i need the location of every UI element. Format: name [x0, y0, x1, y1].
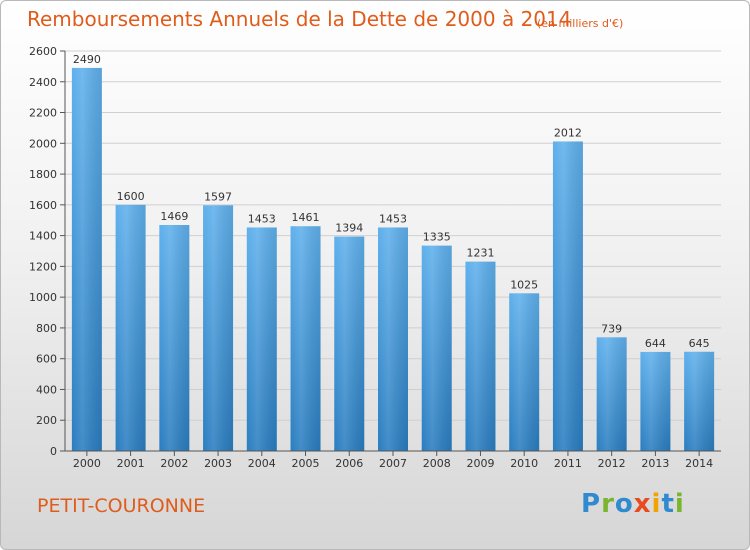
bars	[71, 67, 715, 451]
data-label: 1335	[423, 231, 451, 244]
data-label: 1453	[379, 212, 407, 225]
x-tick-label: 2006	[335, 457, 363, 470]
y-tick-label: 2600	[29, 45, 57, 58]
data-label: 739	[601, 322, 622, 335]
x-tick-label: 2008	[423, 457, 451, 470]
y-tick-label: 1400	[29, 230, 57, 243]
logo-letter: r	[601, 489, 615, 519]
chart-title: Remboursements Annuels de la Dette de 20…	[27, 7, 572, 31]
y-tick-label: 200	[36, 414, 57, 427]
data-label: 2012	[554, 126, 582, 139]
bar-shine	[465, 261, 496, 451]
data-label: 2490	[73, 53, 101, 66]
y-tick-label: 800	[36, 322, 57, 335]
data-label: 1394	[335, 222, 363, 235]
data-label: 645	[689, 337, 710, 350]
y-tick-label: 2200	[29, 107, 57, 120]
logo-letter: i	[651, 489, 662, 519]
x-tick-label: 2002	[160, 457, 188, 470]
bar-shine	[596, 337, 627, 451]
y-tick-label: 1600	[29, 199, 57, 212]
data-label: 1461	[292, 211, 320, 224]
bar-shine	[159, 225, 190, 451]
x-tick-label: 2007	[379, 457, 407, 470]
x-tick-label: 2013	[641, 457, 669, 470]
bar-shine	[203, 205, 234, 451]
x-tick-label: 2005	[292, 457, 320, 470]
y-tick-label: 600	[36, 353, 57, 366]
bar-shine	[334, 236, 365, 451]
data-label: 644	[645, 337, 666, 350]
chart-subtitle: (en milliers d'€)	[537, 17, 624, 30]
x-tick-label: 2012	[598, 457, 626, 470]
x-tick-label: 2011	[554, 457, 582, 470]
logo-letter: i	[674, 489, 685, 519]
bar-shine	[115, 204, 146, 451]
commune-name: PETIT-COURONNE	[37, 495, 206, 517]
x-tick-label: 2003	[204, 457, 232, 470]
y-tick-label: 2400	[29, 76, 57, 89]
bar-shine	[421, 245, 452, 451]
y-tick-label: 1000	[29, 291, 57, 304]
bar-shine	[71, 67, 102, 451]
x-tick-label: 2004	[248, 457, 276, 470]
bar-shine	[290, 226, 321, 451]
x-tick-label: 2014	[685, 457, 713, 470]
y-tick-label: 400	[36, 383, 57, 396]
bar-shine	[378, 227, 408, 451]
x-axis-ticks: 2000 2001 2002 2003 2004 2005 2006 2007 2008 2009…	[73, 451, 713, 470]
data-label: 1597	[204, 190, 232, 203]
data-labels: 2490 1600 1469 1597 1453 1461 1394 1453 1335 1231…	[73, 53, 710, 350]
bar-shine	[246, 227, 277, 451]
x-tick-label: 2000	[73, 457, 101, 470]
x-tick-label: 2001	[117, 457, 145, 470]
logo-letter: o	[614, 489, 634, 519]
data-label: 1469	[160, 210, 188, 223]
x-tick-label: 2009	[466, 457, 494, 470]
y-tick-label: 1800	[29, 168, 57, 181]
x-tick-label: 2010	[510, 457, 538, 470]
data-label: 1025	[510, 278, 538, 291]
bar-shine	[640, 351, 671, 451]
y-tick-label: 0	[50, 445, 57, 458]
proxiti-logo: Proxiti	[581, 489, 685, 519]
bar-shine	[552, 141, 583, 451]
y-axis-ticks: 0 200 400 600 800 1000 1200 1400 1600 1800 2000 220…	[29, 45, 65, 458]
data-label: 1453	[248, 212, 276, 225]
logo-letter: x	[633, 489, 652, 519]
data-label: 1600	[117, 190, 145, 203]
logo-letter: t	[661, 489, 675, 519]
data-label: 1231	[466, 247, 494, 260]
logo-letter: P	[581, 489, 602, 519]
bar-shine	[684, 351, 715, 451]
y-tick-label: 1200	[29, 260, 57, 273]
y-tick-label: 2000	[29, 137, 57, 150]
bar-shine	[509, 293, 540, 451]
